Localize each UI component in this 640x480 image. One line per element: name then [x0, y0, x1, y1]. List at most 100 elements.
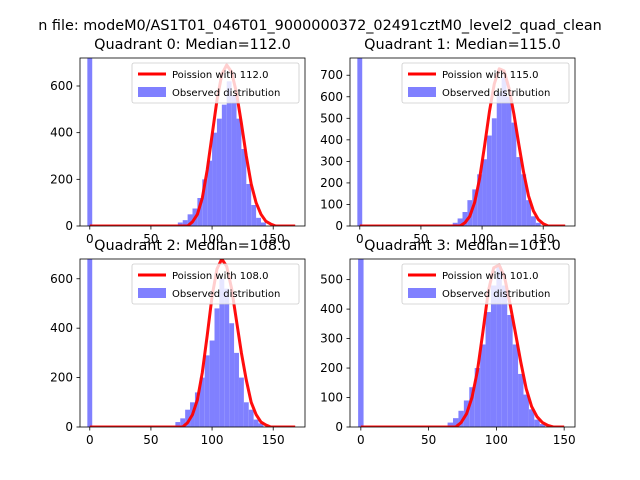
x-tick-label: 150: [262, 232, 285, 246]
histogram-bar: [472, 189, 478, 226]
legend: Poission with 112.0 Observed distribution: [131, 62, 300, 104]
histogram-bar: [241, 149, 247, 226]
quadrant-3-panel: 0 50 100 150 0 100 200 300 400 500 Quadrant 3: Med…: [320, 238, 576, 447]
histogram-bar: [212, 132, 217, 226]
histogram-bar: [238, 377, 244, 427]
histogram-bar: [177, 222, 183, 226]
x-tick-label: 0: [357, 433, 365, 447]
y-tick-label: 200: [320, 176, 343, 190]
histogram-bar: [453, 418, 459, 427]
histogram-bar: [182, 220, 188, 226]
histogram-bar: [496, 266, 502, 427]
histogram-bar-zero: [87, 58, 93, 226]
y-tick-label: 400: [50, 321, 73, 335]
y-tick-label: 400: [320, 302, 343, 316]
x-tick-label: 0: [86, 232, 94, 246]
histogram-bar: [204, 355, 210, 427]
histogram-bar: [256, 217, 261, 226]
histogram-bar: [180, 418, 186, 427]
y-tick-label: 300: [320, 332, 343, 346]
histogram-bar: [231, 95, 237, 226]
axes-frame: [79, 57, 306, 227]
axes-frame: [349, 258, 576, 428]
x-tick-label: 150: [553, 433, 576, 447]
histogram-bar: [523, 394, 529, 427]
histogram-bar: [469, 387, 475, 427]
histogram-bar: [480, 344, 486, 427]
histogram-bar: [506, 96, 512, 226]
histogram-bar: [474, 368, 481, 427]
legend: Poission with 101.0 Observed distribution: [401, 263, 570, 305]
quadrant-title: Quadrant 3: Median=101.0: [364, 238, 561, 254]
histogram-bar: [251, 205, 257, 226]
histogram-bar: [207, 160, 213, 226]
histogram-bar: [229, 323, 235, 427]
histogram-bar: [518, 373, 524, 427]
plot-area: [87, 259, 296, 427]
y-tick-label: 200: [320, 361, 343, 375]
quadrant-2-panel: 0 50 100 150 0 200 400 600 Quadrant 2: Median=10…: [50, 238, 306, 447]
y-tick-label: 500: [320, 273, 343, 287]
x-tick-label: 50: [143, 232, 158, 246]
y-tick-label: 600: [320, 90, 343, 104]
y-tick-label: 600: [50, 79, 73, 93]
histogram-bar: [452, 222, 458, 226]
histogram-bar: [234, 352, 239, 427]
histogram-bar: [187, 214, 193, 226]
quadrant-title: Quadrant 0: Median=112.0: [94, 37, 291, 53]
histogram-bar: [486, 135, 492, 226]
histogram-bar: [530, 216, 536, 226]
histogram-bar: [248, 409, 254, 427]
histogram-bar: [501, 285, 508, 427]
histogram-bar: [516, 157, 522, 226]
legend-hist-label: Observed distribution: [172, 88, 280, 99]
x-tick-label: 0: [86, 433, 94, 447]
axes-frame: [349, 57, 576, 227]
legend-hist-label: Observed distribution: [442, 289, 550, 300]
histogram-bar: [197, 198, 203, 226]
histogram-bar: [485, 312, 491, 427]
histogram-bar: [501, 77, 507, 226]
histogram-bar: [458, 410, 464, 427]
axes-frame: [79, 258, 306, 428]
x-tick-label: 150: [532, 232, 555, 246]
y-tick-label: 200: [50, 172, 73, 186]
histogram-bar: [175, 422, 181, 427]
x-tick-label: 50: [413, 232, 428, 246]
histogram-bar: [253, 419, 259, 427]
y-tick-label: 500: [320, 111, 343, 125]
y-tick-label: 100: [320, 391, 343, 405]
x-tick-label: 100: [485, 433, 508, 447]
histogram-bar: [260, 222, 266, 226]
histogram-bar: [462, 212, 468, 226]
x-tick-label: 50: [421, 433, 436, 447]
histogram-bar: [534, 419, 540, 427]
y-tick-label: 100: [320, 197, 343, 211]
legend-fit-label: Poission with 108.0: [172, 271, 268, 282]
histogram-bar: [535, 222, 541, 226]
quadrant-1-panel: 0 50 100 150 0 100 200 300 400 500 600 700 Quadrant …: [320, 37, 576, 246]
x-tick-label: 150: [262, 433, 285, 447]
legend-box: [401, 263, 570, 305]
y-tick-label: 0: [65, 420, 73, 434]
histogram-bar-zero: [357, 58, 363, 226]
quadrant-title: Quadrant 1: Median=115.0: [364, 37, 561, 53]
legend-hist-swatch: [408, 87, 436, 97]
x-tick-label: 50: [143, 433, 158, 447]
legend-fit-label: Poission with 112.0: [172, 70, 268, 81]
legend-box: [401, 62, 570, 104]
y-tick-label: 0: [335, 219, 343, 233]
y-tick-label: 400: [50, 126, 73, 140]
y-tick-label: 400: [320, 133, 343, 147]
legend-box: [131, 62, 300, 104]
x-tick-label: 100: [201, 433, 224, 447]
histogram-bar: [490, 285, 497, 427]
legend: Poission with 108.0 Observed distribution: [131, 263, 300, 305]
histogram-bar: [512, 344, 519, 427]
legend-fit-label: Poission with 115.0: [442, 70, 538, 81]
histogram-bar-zero: [358, 259, 364, 427]
histogram-bar: [226, 81, 232, 226]
histogram-bar: [243, 402, 249, 427]
quadrant-0-panel: 0 50 100 150 0 200 400 600 Quadrant 0: Median=11…: [50, 37, 306, 246]
